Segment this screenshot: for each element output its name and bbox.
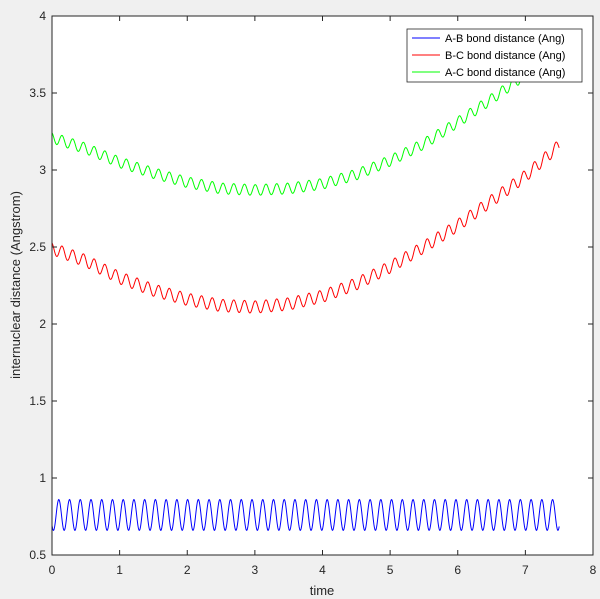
legend-entry-bc: B-C bond distance (Ang) xyxy=(445,50,565,62)
series-line-ac xyxy=(51,35,560,196)
x-tick-label: 5 xyxy=(387,563,394,577)
y-tick-label: 2 xyxy=(39,317,46,331)
legend-entry-ab: A-B bond distance (Ang) xyxy=(445,33,565,45)
y-axis-label: internuclear distance (Angstrom) xyxy=(8,191,23,379)
x-axis-ticks: 0 1 2 3 4 5 6 7 8 xyxy=(49,16,597,577)
y-tick-label: 1.5 xyxy=(29,394,46,408)
x-tick-label: 1 xyxy=(116,563,123,577)
y-tick-label: 3.5 xyxy=(29,86,46,100)
legend-entry-ac: A-C bond distance (Ang) xyxy=(445,67,565,79)
legend-items: A-B bond distance (Ang) B-C bond distance… xyxy=(412,33,565,79)
x-tick-label: 8 xyxy=(590,563,597,577)
y-axis-ticks: 0.5 1 1.5 2 2.5 3 3.5 4 xyxy=(29,9,593,562)
series-layer xyxy=(51,35,560,532)
y-tick-label: 3 xyxy=(39,163,46,177)
y-tick-label: 0.5 xyxy=(29,548,46,562)
y-tick-label: 4 xyxy=(39,9,46,23)
legend: A-B bond distance (Ang) B-C bond distance… xyxy=(406,28,583,83)
x-tick-label: 4 xyxy=(319,563,326,577)
x-tick-label: 3 xyxy=(252,563,259,577)
series-line-bc xyxy=(51,141,560,314)
series-line-ab xyxy=(51,498,560,532)
x-tick-label: 0 xyxy=(49,563,56,577)
y-tick-label: 1 xyxy=(39,471,46,485)
plot-background xyxy=(52,16,593,555)
y-tick-label: 2.5 xyxy=(29,240,46,254)
x-tick-label: 6 xyxy=(454,563,461,577)
x-axis-label: time xyxy=(310,583,335,598)
x-tick-label: 2 xyxy=(184,563,191,577)
x-tick-label: 7 xyxy=(522,563,529,577)
